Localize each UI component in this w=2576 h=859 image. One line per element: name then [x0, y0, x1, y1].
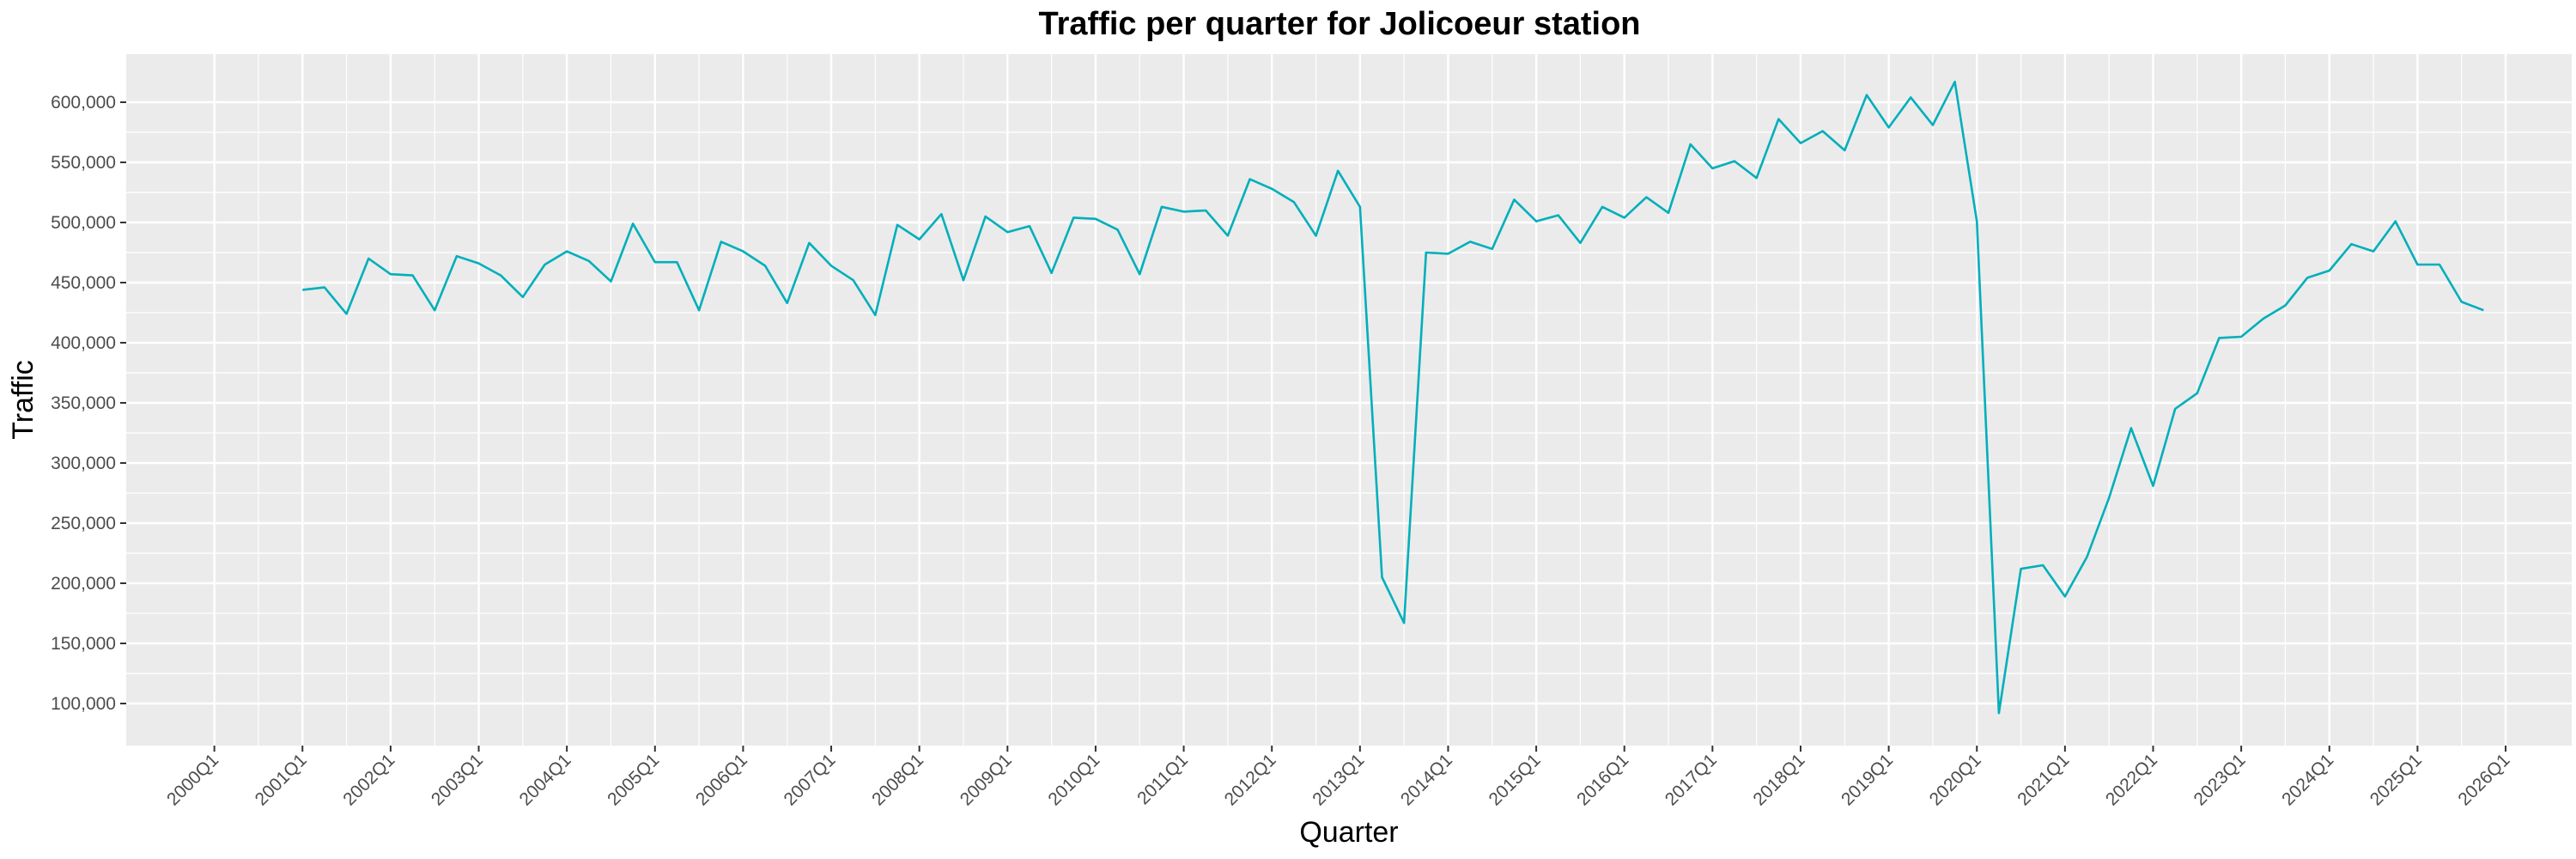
y-tick-label: 600,000: [51, 93, 116, 113]
plot-panel: [126, 54, 2572, 746]
minor-gridlines: [126, 54, 2572, 746]
x-tick-label: 2015Q1: [1485, 750, 1545, 809]
x-axis-ticks: 2000Q1 2001Q1 2002Q1 2003Q1 2004Q1 2005Q1 2006…: [163, 746, 2514, 809]
x-tick-label: 2004Q1: [516, 750, 575, 809]
y-tick-label: 150,000: [51, 634, 116, 654]
x-tick-label: 2019Q1: [1838, 750, 1897, 809]
x-tick-label: 2016Q1: [1573, 750, 1632, 809]
series-layer: [302, 80, 2484, 715]
x-tick-label: 2008Q1: [868, 750, 927, 809]
x-tick-label: 2013Q1: [1309, 750, 1368, 809]
x-tick-label: 2009Q1: [957, 750, 1016, 809]
y-axis-title: Traffic: [7, 360, 39, 440]
y-tick-label: 500,000: [51, 213, 116, 233]
series-line-traffic: [302, 80, 2484, 715]
chart-title: Traffic per quarter for Jolicoeur statio…: [1038, 6, 1640, 42]
y-tick-label: 450,000: [51, 273, 116, 293]
x-tick-label: 2006Q1: [692, 750, 751, 809]
y-tick-label: 200,000: [51, 574, 116, 594]
y-tick-label: 350,000: [51, 393, 116, 413]
x-axis-title: Quarter: [1299, 816, 1398, 849]
x-tick-label: 2003Q1: [428, 750, 487, 809]
x-tick-label: 2012Q1: [1221, 750, 1280, 809]
x-tick-label: 2025Q1: [2366, 750, 2426, 809]
y-axis-ticks: 100,000 150,000 200,000 250,000 300,000 350,0…: [51, 93, 126, 714]
y-tick-label: 400,000: [51, 333, 116, 353]
x-tick-label: 2018Q1: [1749, 750, 1808, 809]
x-tick-label: 2007Q1: [780, 750, 839, 809]
x-tick-label: 2002Q1: [339, 750, 398, 809]
y-tick-label: 100,000: [51, 694, 116, 714]
x-tick-label: 2023Q1: [2190, 750, 2250, 809]
x-tick-label: 2011Q1: [1133, 750, 1192, 808]
y-tick-label: 550,000: [51, 153, 116, 173]
y-tick-label: 300,000: [51, 454, 116, 473]
x-tick-label: 2005Q1: [604, 750, 663, 809]
x-tick-label: 2026Q1: [2454, 750, 2513, 809]
x-tick-label: 2024Q1: [2278, 750, 2337, 809]
x-tick-label: 2021Q1: [2014, 750, 2073, 809]
x-tick-label: 2022Q1: [2102, 750, 2161, 809]
x-tick-label: 2014Q1: [1397, 750, 1456, 809]
y-tick-label: 250,000: [51, 514, 116, 533]
x-tick-label: 2010Q1: [1044, 750, 1103, 809]
major-gridlines: [126, 54, 2572, 746]
x-tick-label: 2001Q1: [252, 750, 311, 809]
x-tick-label: 2020Q1: [1926, 750, 1985, 809]
x-tick-label: 2000Q1: [163, 750, 222, 809]
x-tick-label: 2017Q1: [1662, 750, 1721, 809]
